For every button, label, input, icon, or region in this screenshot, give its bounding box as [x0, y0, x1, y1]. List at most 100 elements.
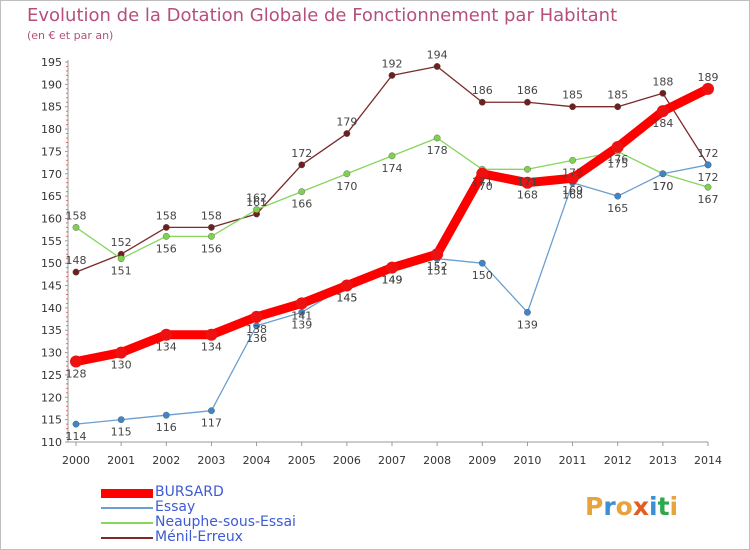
data-point	[566, 172, 579, 185]
data-label: 151	[111, 265, 132, 278]
data-point	[702, 82, 714, 95]
data-label: 176	[607, 153, 628, 166]
data-point	[340, 279, 353, 292]
data-label: 134	[156, 341, 177, 354]
legend-item: Essay	[101, 499, 361, 515]
data-label: 141	[291, 309, 312, 322]
data-label: 171	[517, 175, 538, 188]
data-label: 152	[111, 236, 132, 249]
data-point	[388, 152, 396, 160]
data-point	[659, 170, 667, 178]
data-point	[569, 156, 576, 164]
data-label: 169	[562, 184, 583, 197]
data-label: 172	[698, 147, 719, 160]
y-tick-label: 180	[41, 123, 62, 136]
data-label: 178	[427, 144, 448, 157]
chart-title: Evolution de la Dotation Globale de Fonc…	[27, 5, 618, 26]
y-tick-label: 185	[41, 101, 62, 114]
data-point	[433, 63, 441, 70]
legend-swatch	[101, 488, 153, 498]
data-label: 185	[562, 89, 583, 102]
legend-item: Neauphe-sous-Essai	[101, 514, 361, 530]
legend-label: BURSARD	[155, 484, 224, 500]
data-label: 158	[66, 209, 87, 222]
x-tick-label: 2014	[694, 454, 722, 467]
data-point	[569, 103, 576, 111]
data-label: 128	[66, 368, 87, 381]
y-tick-label: 195	[41, 56, 62, 69]
y-tick-label: 120	[41, 391, 62, 404]
data-point	[162, 224, 170, 231]
data-label: 192	[382, 57, 403, 70]
data-point	[162, 411, 170, 419]
data-label: 149	[382, 274, 403, 287]
data-point	[250, 310, 263, 323]
data-label: 170	[472, 180, 493, 193]
legend: BURSARD Essay Neauphe-sous-Essai Ménil-Erre…	[101, 484, 361, 545]
logo-letter: i	[649, 492, 658, 521]
data-point	[117, 255, 125, 263]
x-tick-label: 2000	[62, 454, 90, 467]
data-label: 185	[607, 89, 628, 102]
y-tick-label: 135	[41, 324, 62, 337]
y-tick-label: 170	[41, 168, 62, 181]
data-label: 170	[336, 180, 357, 193]
data-point	[295, 297, 308, 310]
data-point	[611, 140, 624, 153]
data-label: 189	[698, 71, 719, 84]
data-point	[524, 165, 531, 173]
data-label: 188	[652, 75, 673, 88]
data-label: 139	[291, 318, 312, 331]
data-point	[208, 232, 215, 240]
data-point	[388, 72, 396, 79]
y-tick-label: 145	[41, 280, 62, 293]
data-point	[162, 232, 170, 240]
data-label: 168	[517, 189, 538, 202]
data-label: 148	[66, 254, 87, 267]
legend-item: BURSARD	[101, 484, 361, 500]
data-point	[208, 407, 215, 415]
data-label: 150	[472, 269, 493, 282]
data-label: 156	[156, 242, 177, 255]
data-point	[433, 134, 441, 142]
data-label: 136	[246, 332, 267, 345]
y-tick-label: 165	[41, 190, 62, 203]
data-label: 174	[382, 162, 403, 175]
data-point	[656, 105, 669, 118]
data-label: 165	[607, 202, 628, 215]
data-point	[614, 192, 622, 200]
x-tick-label: 2011	[559, 454, 587, 467]
logo-letter: P	[585, 492, 604, 521]
data-label: 171	[472, 175, 493, 188]
legend-label: Neauphe-sous-Essai	[155, 514, 296, 530]
y-tick-label: 115	[41, 414, 62, 427]
data-label: 161	[246, 196, 267, 209]
proxiti-logo: Proxiti	[585, 492, 678, 521]
data-label: 168	[562, 189, 583, 202]
x-tick-label: 2012	[604, 454, 632, 467]
x-tick-label: 2009	[468, 454, 496, 467]
data-point	[431, 248, 444, 261]
data-point	[208, 224, 215, 231]
x-tick-label: 2006	[333, 454, 361, 467]
data-label: 158	[156, 209, 177, 222]
data-point	[386, 261, 398, 274]
data-label: 194	[427, 48, 448, 61]
data-point	[72, 224, 80, 231]
data-label: 115	[111, 426, 132, 439]
data-point	[478, 98, 486, 106]
x-tick-label: 2007	[378, 454, 406, 467]
chart-subtitle: (en € et par an)	[27, 29, 114, 42]
data-label: 138	[246, 323, 267, 336]
data-point	[524, 98, 531, 106]
legend-swatch	[101, 537, 153, 539]
x-tick-label: 2005	[288, 454, 316, 467]
data-label: 170	[652, 180, 673, 193]
data-point	[704, 183, 712, 191]
y-tick-label: 150	[41, 257, 62, 270]
y-tick-label: 190	[41, 78, 62, 91]
data-point	[115, 346, 128, 359]
data-point	[478, 259, 486, 267]
y-tick-label: 175	[41, 145, 62, 158]
